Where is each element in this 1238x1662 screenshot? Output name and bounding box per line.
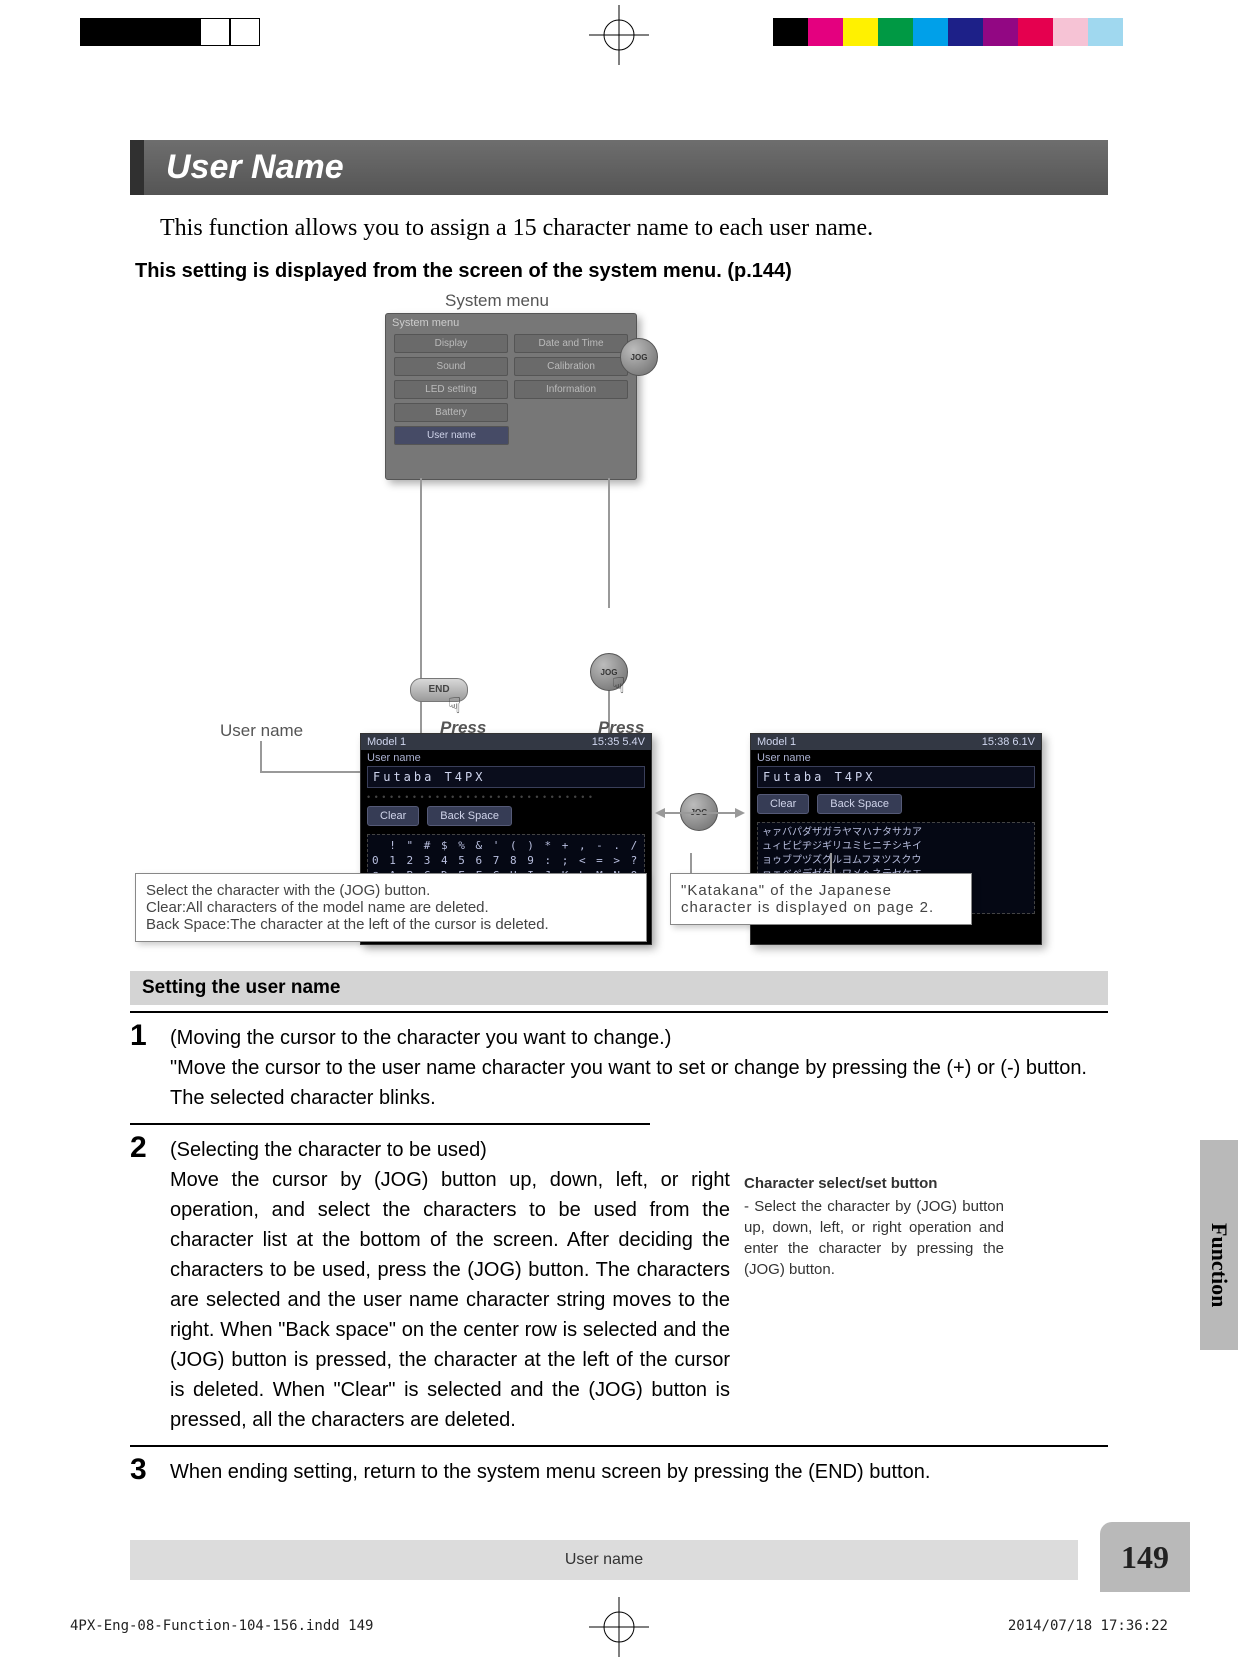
sys-btn[interactable]: LED setting (394, 380, 508, 399)
sys-btn-username[interactable]: User name (394, 426, 509, 445)
imprint-right: 2014/07/18 17:36:22 (1008, 1618, 1168, 1634)
imprint-left: 4PX-Eng-08-Function-104-156.indd 149 (70, 1618, 373, 1634)
divider (130, 1011, 1108, 1013)
system-menu-panel: System menu Display Date and Time Sound Cal… (385, 313, 637, 480)
side-note-header: Character select/set button (744, 1175, 1004, 1192)
status-label: 15:35 5.4V (592, 736, 645, 748)
info-line: Back Space:The character at the left of … (146, 916, 636, 933)
reg-cross-bot (584, 1592, 654, 1662)
backspace-button[interactable]: Back Space (817, 794, 902, 814)
lead-text: This function allows you to assign a 15 … (160, 215, 1108, 242)
info-line: Select the character with the (JOG) butt… (146, 882, 636, 899)
name-field[interactable]: Futaba T4PX (757, 766, 1035, 788)
arrow (608, 478, 610, 608)
arrow (830, 853, 832, 873)
hand-icon: ☟ (448, 693, 461, 719)
bidir-arrow-icon (655, 803, 745, 823)
page-title: User Name (130, 140, 1108, 195)
sys-btn[interactable]: Date and Time (514, 334, 628, 353)
step-number: 3 (130, 1457, 156, 1487)
bold-note: This setting is displayed from the scree… (135, 260, 1108, 283)
sys-btn[interactable]: Information (514, 380, 628, 399)
name-field[interactable]: Futaba T4PX (367, 766, 645, 788)
section-label: User name (361, 750, 651, 766)
side-tab: Function (1200, 1140, 1238, 1350)
dots: • • • • • • • • • • • • • • • • • • • • … (367, 792, 645, 802)
info-box-right: "Katakana" of the Japanese character is … (670, 873, 972, 925)
model-label: Model 1 (367, 736, 406, 748)
sys-btn[interactable]: Display (394, 334, 508, 353)
step-number: 1 (130, 1023, 156, 1113)
step-2: 2 (Selecting the character to be used) M… (130, 1135, 1108, 1435)
divider (130, 1123, 650, 1125)
info-line: Clear:All characters of the model name a… (146, 899, 636, 916)
reg-cross-top (584, 0, 654, 70)
sys-hdr: System menu (386, 314, 636, 332)
backspace-button[interactable]: Back Space (427, 806, 512, 826)
status-label: 15:38 6.1V (982, 736, 1035, 748)
side-note-body: - Select the character by (JOG) button u… (744, 1196, 1004, 1280)
side-note: Character select/set button - Select the… (744, 1135, 1004, 1435)
step-number: 2 (130, 1135, 156, 1435)
sys-btn[interactable]: Battery (394, 403, 508, 422)
clear-button[interactable]: Clear (367, 806, 419, 826)
step-3: 3 When ending setting, return to the sys… (130, 1457, 1108, 1487)
step-body: "Move the cursor to the user name charac… (170, 1057, 1087, 1109)
footer: User name (130, 1540, 1078, 1580)
step-1: 1 (Moving the cursor to the character yo… (130, 1023, 1108, 1113)
step-body: Move the cursor by (JOG) button up, down… (170, 1169, 730, 1431)
hand-icon: ☟ (612, 673, 625, 699)
sys-btn[interactable]: Sound (394, 357, 508, 376)
arrow (260, 771, 370, 773)
user-name-label: User name (220, 721, 303, 741)
section-label: User name (751, 750, 1041, 766)
page-number: 149 (1100, 1522, 1190, 1592)
sys-btn[interactable]: Calibration (514, 357, 628, 376)
jog-icon[interactable]: JOG (620, 338, 658, 376)
divider (130, 1445, 1108, 1447)
sys-menu-label: System menu (445, 291, 549, 311)
clear-button[interactable]: Clear (757, 794, 809, 814)
model-label: Model 1 (757, 736, 796, 748)
diagram: System menu System menu Display Date and … (130, 293, 1108, 953)
arrow (260, 741, 262, 771)
print-reg-left (80, 18, 260, 46)
step-body: When ending setting, return to the syste… (170, 1461, 930, 1483)
print-reg-right (773, 18, 1158, 46)
step-title: (Moving the cursor to the character you … (170, 1027, 671, 1049)
step-title: (Selecting the character to be used) (170, 1139, 487, 1161)
info-box-left: Select the character with the (JOG) butt… (135, 873, 647, 942)
section-header: Setting the user name (130, 971, 1108, 1005)
